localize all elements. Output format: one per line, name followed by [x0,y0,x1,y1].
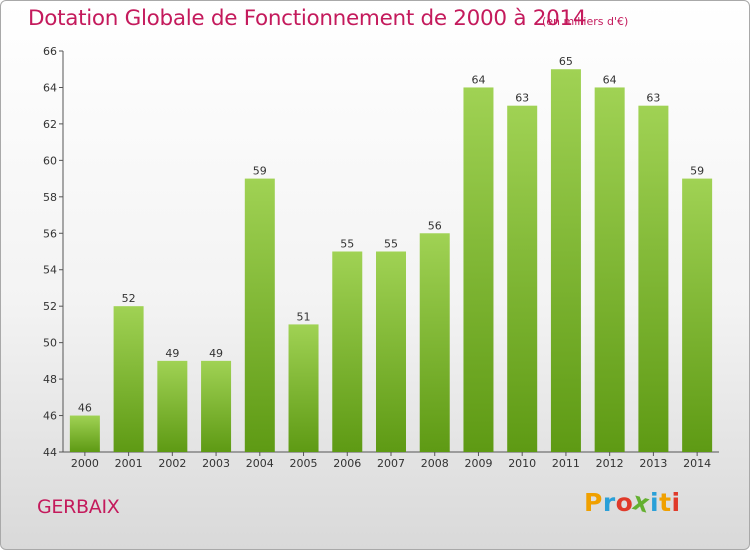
chart-x-tick-labels: 2000 2001 2002 2003 2004 2005 2006 2007 2008 2009… [71,457,711,470]
x-tick-label: 2014 [683,457,711,470]
y-tick-label: 62 [43,118,57,131]
x-tick-label: 2007 [377,457,405,470]
y-tick-label: 64 [43,81,57,94]
bar-value-label: 55 [384,238,398,251]
x-tick-label: 2010 [508,457,536,470]
bar-2008 [419,233,450,452]
y-tick-label: 46 [43,410,57,423]
bar-value-label: 55 [340,238,354,251]
x-tick-label: 2004 [246,457,274,470]
proxiti-logo[interactable]: Proxiti [584,486,681,518]
bar-value-label: 51 [297,310,311,323]
bar-2000 [69,415,100,452]
bar-2011 [550,69,581,453]
x-tick-label: 2001 [115,457,143,470]
chart-value-labels: 46 52 49 49 59 51 55 55 56 64 63 65 64 63 59 [78,55,704,414]
bar-value-label: 49 [209,347,223,360]
bar-value-label: 63 [646,92,660,105]
x-tick-label: 2009 [464,457,492,470]
logo-letter: P [584,488,603,517]
y-tick-label: 44 [43,446,57,459]
y-tick-label: 50 [43,337,57,350]
logo-letter: i [650,488,660,517]
chart-title: Dotation Globale de Fonctionnement de 20… [28,6,587,31]
bar-2012 [594,87,625,453]
y-tick-label: 48 [43,373,57,386]
x-tick-label: 2000 [71,457,99,470]
logo-letter: r [602,488,616,517]
commune-name: GERBAIX [37,496,120,518]
bar-value-label: 64 [471,73,485,86]
bar-value-label: 63 [515,92,529,105]
bar-2001 [113,306,144,452]
bar-2003 [201,360,232,452]
bar-2009 [463,87,494,453]
y-tick-label: 60 [43,154,57,167]
bar-2004 [244,178,275,452]
chart-y-tick-labels: 44 46 48 50 52 54 56 58 60 62 64 66 [43,45,57,459]
y-tick-label: 52 [43,300,57,313]
bar-2014 [682,178,713,452]
bar-value-label: 65 [559,55,573,68]
bar-value-label: 49 [165,347,179,360]
x-tick-label: 2013 [639,457,667,470]
x-tick-label: 2006 [333,457,361,470]
bar-2013 [638,105,669,452]
chart-unit-note: (en milliers d'€) [542,15,629,28]
x-tick-label: 2011 [552,457,580,470]
x-tick-label: 2012 [596,457,624,470]
x-tick-label: 2005 [290,457,318,470]
bar-value-label: 52 [122,292,136,305]
y-tick-label: 66 [43,45,57,58]
chart-bars [69,69,713,453]
y-tick-label: 56 [43,227,57,240]
bar-value-label: 59 [253,165,267,178]
bar-2002 [157,360,188,452]
x-tick-label: 2003 [202,457,230,470]
logo-letter: o [615,488,634,517]
bar-2010 [507,105,538,452]
bar-2005 [288,324,319,452]
bar-value-label: 46 [78,402,92,415]
logo-letter: t [659,488,672,517]
bar-value-label: 64 [603,73,617,86]
x-tick-label: 2008 [421,457,449,470]
logo-letter: i [671,488,681,517]
bar-2007 [376,251,406,452]
bar-value-label: 56 [428,219,442,232]
bar-2006 [332,251,363,452]
bar-value-label: 59 [690,165,704,178]
x-tick-label: 2002 [158,457,186,470]
y-tick-label: 54 [43,264,57,277]
y-tick-label: 58 [43,191,57,204]
